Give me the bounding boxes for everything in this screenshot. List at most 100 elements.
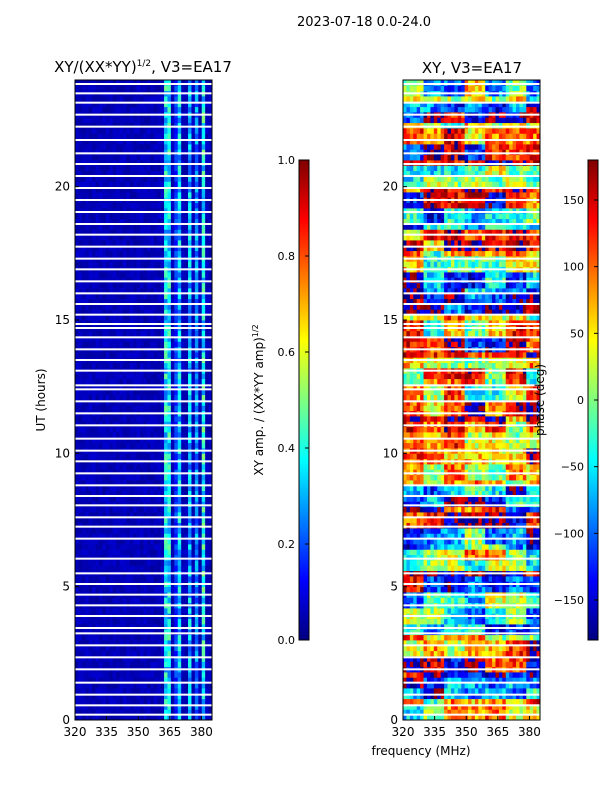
amp-cell bbox=[75, 544, 79, 550]
amp-cell bbox=[92, 234, 96, 241]
amp-cell bbox=[194, 181, 199, 188]
amp-cell bbox=[78, 384, 83, 390]
amp-cell bbox=[81, 688, 86, 694]
amp-cell bbox=[170, 682, 175, 689]
amp-cell bbox=[188, 634, 192, 641]
amp-cell bbox=[78, 656, 83, 662]
amp-cell bbox=[98, 192, 103, 198]
amp-cell bbox=[92, 229, 96, 236]
amp-cell bbox=[133, 373, 138, 380]
amp-cell bbox=[164, 672, 168, 678]
amp-cell bbox=[150, 485, 155, 492]
amp-cell bbox=[92, 245, 96, 252]
amp-cell bbox=[191, 437, 196, 444]
amp-cell bbox=[184, 512, 189, 518]
amp-cell bbox=[198, 304, 203, 310]
amp-cell bbox=[164, 330, 168, 337]
amp-cell bbox=[92, 714, 96, 721]
amp-cell bbox=[143, 389, 148, 396]
amp-cell bbox=[122, 464, 127, 470]
amp-cell bbox=[105, 282, 110, 289]
amp-cell bbox=[105, 85, 110, 92]
flagged-time-gap bbox=[75, 604, 212, 607]
amp-cell bbox=[92, 224, 96, 230]
amp-cell bbox=[140, 117, 144, 124]
amp-cell bbox=[92, 645, 96, 652]
amp-cell bbox=[201, 645, 206, 652]
amp-cell bbox=[133, 586, 138, 593]
amp-cell bbox=[177, 517, 182, 524]
amp-cell bbox=[198, 389, 203, 396]
amp-cell bbox=[75, 597, 79, 604]
amp-cell bbox=[208, 576, 213, 582]
amp-cell bbox=[122, 698, 127, 705]
amp-cell bbox=[102, 656, 107, 662]
amp-cell bbox=[133, 208, 138, 214]
amp-cell bbox=[85, 138, 90, 145]
amp-cell bbox=[164, 522, 168, 529]
amp-cell bbox=[95, 560, 100, 566]
amp-cell bbox=[105, 341, 110, 348]
amp-cell bbox=[174, 437, 179, 444]
amp-cell bbox=[109, 693, 114, 700]
amp-cell bbox=[75, 298, 79, 305]
amp-cell bbox=[201, 576, 206, 582]
amp-cell bbox=[81, 218, 86, 225]
amp-cell bbox=[181, 501, 185, 508]
amp-cell bbox=[157, 645, 162, 652]
amp-cell bbox=[81, 549, 86, 556]
amp-cell bbox=[88, 634, 93, 641]
amp-cell bbox=[140, 490, 144, 497]
amp-cell bbox=[153, 554, 158, 561]
amp-cell bbox=[153, 640, 158, 646]
amp-cell bbox=[194, 165, 199, 172]
amp-cell bbox=[150, 181, 155, 188]
amp-cell bbox=[205, 576, 209, 582]
amp-cell bbox=[191, 117, 196, 124]
amp-cell bbox=[119, 336, 124, 342]
amp-cell bbox=[174, 469, 179, 476]
amp-cell bbox=[146, 650, 151, 657]
amp-cell bbox=[194, 202, 199, 209]
amp-cell bbox=[170, 181, 175, 188]
amp-cell bbox=[126, 224, 131, 230]
amp-cell bbox=[170, 549, 175, 556]
amp-cell bbox=[112, 480, 117, 486]
amp-cell bbox=[85, 192, 90, 198]
amp-cell bbox=[208, 640, 213, 646]
amp-cell bbox=[78, 106, 83, 113]
amp-cell bbox=[188, 362, 192, 369]
amp-cell bbox=[153, 405, 158, 412]
amp-cell bbox=[136, 698, 141, 705]
amp-cell bbox=[164, 416, 168, 422]
amp-cell bbox=[105, 608, 110, 614]
amp-cell bbox=[143, 533, 148, 540]
amp-cell bbox=[188, 298, 192, 305]
amp-cell bbox=[126, 656, 131, 662]
amp-cell bbox=[164, 181, 168, 188]
amp-cell bbox=[88, 426, 93, 433]
amp-cell bbox=[95, 629, 100, 636]
amp-cell bbox=[208, 250, 213, 257]
amp-cell bbox=[201, 261, 206, 268]
amp-cell bbox=[177, 506, 182, 513]
amp-cell bbox=[205, 565, 209, 572]
amp-cell bbox=[81, 506, 86, 513]
x-tick-label: 365 bbox=[158, 725, 181, 739]
amp-cell bbox=[140, 538, 144, 545]
amp-cell bbox=[150, 624, 155, 630]
amp-cell bbox=[167, 96, 172, 102]
amp-cell bbox=[177, 677, 182, 684]
amp-cell bbox=[105, 421, 110, 428]
amp-cell bbox=[194, 501, 199, 508]
amp-cell bbox=[181, 304, 185, 310]
flagged-time-gap bbox=[75, 449, 212, 452]
amp-cell bbox=[81, 144, 86, 150]
amp-cell bbox=[201, 394, 206, 401]
flagged-time-gap bbox=[75, 537, 212, 540]
amp-cell bbox=[194, 261, 199, 268]
amp-cell bbox=[92, 426, 96, 433]
phase-cell bbox=[516, 714, 520, 721]
amp-cell bbox=[191, 181, 196, 188]
amp-cell bbox=[140, 128, 144, 134]
